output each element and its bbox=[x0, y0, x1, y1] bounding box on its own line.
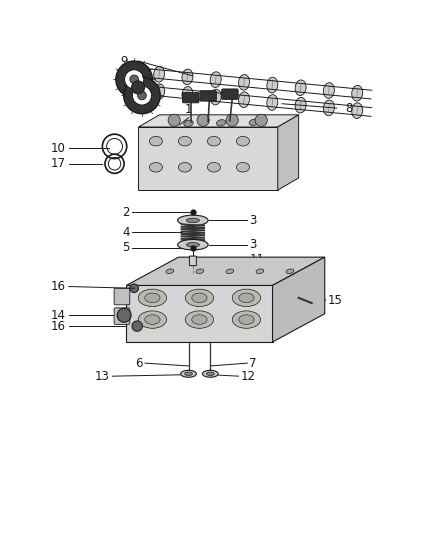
Text: 5: 5 bbox=[122, 241, 130, 254]
Polygon shape bbox=[126, 286, 272, 342]
FancyBboxPatch shape bbox=[183, 92, 199, 103]
Ellipse shape bbox=[286, 269, 294, 273]
Text: 4: 4 bbox=[122, 225, 130, 239]
Ellipse shape bbox=[178, 215, 208, 225]
Ellipse shape bbox=[232, 311, 261, 328]
Circle shape bbox=[255, 114, 267, 126]
Ellipse shape bbox=[145, 293, 160, 303]
Text: 6: 6 bbox=[135, 357, 143, 369]
Ellipse shape bbox=[352, 85, 363, 101]
Text: 14: 14 bbox=[51, 309, 66, 322]
Ellipse shape bbox=[208, 163, 220, 172]
Circle shape bbox=[132, 86, 152, 105]
Text: 2: 2 bbox=[122, 206, 130, 219]
Ellipse shape bbox=[239, 92, 250, 108]
Ellipse shape bbox=[149, 163, 162, 172]
Ellipse shape bbox=[138, 289, 166, 306]
FancyBboxPatch shape bbox=[189, 256, 196, 265]
Ellipse shape bbox=[178, 239, 208, 250]
Ellipse shape bbox=[185, 311, 214, 328]
Ellipse shape bbox=[192, 315, 207, 325]
Circle shape bbox=[130, 75, 138, 84]
Ellipse shape bbox=[239, 293, 254, 303]
Ellipse shape bbox=[186, 243, 199, 247]
Ellipse shape bbox=[182, 86, 193, 102]
Ellipse shape bbox=[184, 120, 193, 126]
Text: 8: 8 bbox=[345, 102, 353, 116]
Ellipse shape bbox=[226, 269, 234, 273]
Polygon shape bbox=[272, 257, 325, 342]
Ellipse shape bbox=[145, 315, 160, 325]
Circle shape bbox=[124, 70, 144, 89]
Polygon shape bbox=[126, 257, 325, 286]
Ellipse shape bbox=[185, 372, 192, 376]
Ellipse shape bbox=[210, 72, 221, 87]
Ellipse shape bbox=[166, 269, 174, 273]
Ellipse shape bbox=[206, 372, 214, 376]
Polygon shape bbox=[138, 127, 278, 190]
FancyBboxPatch shape bbox=[222, 89, 238, 99]
Polygon shape bbox=[138, 115, 299, 127]
Polygon shape bbox=[278, 115, 299, 190]
FancyBboxPatch shape bbox=[200, 91, 216, 101]
Ellipse shape bbox=[237, 136, 250, 146]
Text: 7: 7 bbox=[250, 357, 257, 369]
Ellipse shape bbox=[178, 163, 191, 172]
Ellipse shape bbox=[154, 84, 165, 100]
Circle shape bbox=[138, 91, 146, 100]
Ellipse shape bbox=[239, 315, 254, 325]
Circle shape bbox=[132, 321, 142, 332]
Ellipse shape bbox=[239, 75, 250, 90]
Text: 13: 13 bbox=[95, 370, 110, 383]
Circle shape bbox=[131, 81, 145, 94]
Ellipse shape bbox=[202, 370, 218, 377]
Circle shape bbox=[116, 61, 152, 98]
Ellipse shape bbox=[154, 67, 165, 82]
Text: 16: 16 bbox=[51, 320, 66, 333]
Circle shape bbox=[226, 114, 238, 126]
Ellipse shape bbox=[182, 69, 193, 85]
Text: 10: 10 bbox=[51, 142, 66, 155]
Ellipse shape bbox=[196, 269, 204, 273]
Circle shape bbox=[197, 114, 209, 126]
Ellipse shape bbox=[181, 370, 196, 377]
Text: 16: 16 bbox=[51, 280, 66, 293]
Ellipse shape bbox=[185, 289, 214, 306]
Ellipse shape bbox=[208, 136, 220, 146]
Text: 3: 3 bbox=[250, 214, 257, 227]
Circle shape bbox=[168, 114, 180, 126]
Ellipse shape bbox=[323, 83, 334, 98]
Ellipse shape bbox=[256, 269, 264, 273]
Ellipse shape bbox=[267, 77, 278, 93]
Ellipse shape bbox=[267, 95, 278, 110]
Ellipse shape bbox=[323, 100, 334, 116]
Ellipse shape bbox=[149, 136, 162, 146]
Text: 3: 3 bbox=[250, 238, 257, 251]
Text: 1: 1 bbox=[185, 103, 192, 116]
Circle shape bbox=[124, 77, 160, 114]
FancyBboxPatch shape bbox=[114, 308, 130, 325]
Ellipse shape bbox=[178, 136, 191, 146]
FancyBboxPatch shape bbox=[114, 288, 130, 305]
Ellipse shape bbox=[210, 89, 221, 105]
Circle shape bbox=[130, 284, 138, 293]
Ellipse shape bbox=[295, 80, 306, 95]
Text: 11: 11 bbox=[250, 253, 265, 265]
Ellipse shape bbox=[249, 119, 258, 125]
Text: 9: 9 bbox=[120, 54, 127, 68]
Text: 12: 12 bbox=[241, 370, 256, 383]
Ellipse shape bbox=[295, 98, 306, 113]
Circle shape bbox=[117, 308, 131, 322]
Ellipse shape bbox=[237, 163, 250, 172]
Text: 15: 15 bbox=[328, 294, 343, 306]
Ellipse shape bbox=[138, 311, 166, 328]
Ellipse shape bbox=[232, 289, 261, 306]
Ellipse shape bbox=[192, 293, 207, 303]
Text: 17: 17 bbox=[51, 157, 66, 170]
Ellipse shape bbox=[216, 119, 226, 126]
Ellipse shape bbox=[186, 218, 199, 223]
Ellipse shape bbox=[352, 103, 363, 118]
